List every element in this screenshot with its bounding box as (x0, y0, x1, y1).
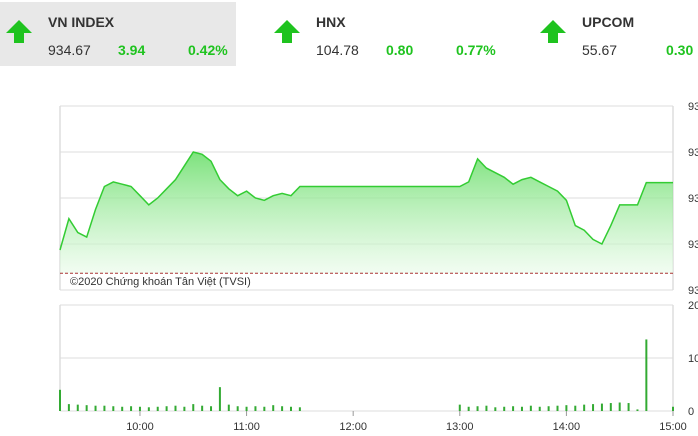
bar (520, 406, 523, 411)
bar (174, 405, 177, 411)
bar (201, 405, 204, 411)
bar (103, 405, 106, 411)
y-tick-label: 20 (688, 300, 698, 312)
bar (272, 405, 275, 411)
bar (112, 406, 115, 411)
bar (236, 406, 239, 411)
y-tick-label: 93 (688, 101, 698, 113)
y-tick-label: 93 (688, 239, 698, 251)
bar (583, 404, 586, 411)
bar (672, 406, 674, 411)
bar (156, 406, 159, 411)
bar (298, 407, 301, 411)
bar (147, 407, 150, 411)
y-tick-label: 93 (688, 147, 698, 159)
bar (609, 403, 612, 411)
x-tick-label: 12:00 (339, 421, 367, 433)
ticker-change: 0.30 (666, 42, 694, 58)
ticker-percent: 0.77% (456, 42, 496, 58)
bar (485, 405, 488, 411)
bar (574, 405, 577, 411)
bar (503, 406, 506, 411)
ticker-price: 934.67 (48, 42, 91, 58)
bar (67, 404, 70, 411)
bar (636, 409, 639, 411)
bar (165, 406, 168, 411)
bar (85, 405, 88, 411)
ticker-change: 0.80 (386, 42, 414, 58)
bar (592, 404, 595, 411)
x-tick-label: 14:00 (553, 421, 581, 433)
bar (458, 404, 461, 411)
y-tick-label: 93 (688, 285, 698, 297)
x-tick-label: 15:00 (659, 421, 687, 433)
line (59, 151, 673, 251)
bar (547, 406, 550, 411)
area (60, 152, 673, 274)
up-arrow (274, 20, 300, 43)
ticker[interactable]: HNX 104.78 0.80 0.77% (268, 2, 504, 66)
bar (263, 406, 266, 411)
y-tick-label: 93 (688, 193, 698, 205)
y-tick-label: 0 (688, 406, 694, 418)
x-tick-label: 13:00 (446, 421, 474, 433)
x-tick-label: 11:00 (233, 421, 260, 433)
bar (529, 405, 532, 411)
bar (121, 406, 124, 411)
bar (281, 406, 284, 411)
bar (467, 406, 470, 411)
ticker-price: 55.67 (582, 42, 618, 58)
up-arrow (540, 20, 566, 43)
ticker[interactable]: VN INDEX 934.67 3.94 0.42% (0, 2, 236, 66)
ticker-price: 104.78 (316, 42, 359, 58)
y-tick-label: 10 (688, 353, 698, 365)
bar (245, 406, 248, 411)
ticker-change: 3.94 (118, 42, 146, 58)
bar (183, 406, 186, 411)
bar (192, 404, 195, 411)
bar (476, 406, 479, 411)
bar (138, 406, 141, 411)
bar (600, 403, 603, 411)
bar (210, 406, 213, 411)
bar (227, 404, 230, 411)
bar (494, 407, 497, 411)
ticker-name: HNX (316, 14, 346, 30)
bar (538, 406, 541, 411)
ticker-name: UPCOM (582, 14, 635, 30)
ticker-name: VN INDEX (48, 14, 115, 30)
bar (565, 405, 568, 411)
ticker-percent: 0.42% (188, 42, 228, 58)
bar (512, 406, 515, 411)
bar (130, 406, 133, 411)
bar (556, 405, 559, 411)
bar (218, 387, 221, 411)
bar (59, 389, 61, 411)
watermark: ©2020 Chứng khoán Tân Việt (TVSI) (70, 276, 251, 288)
bar (254, 406, 257, 411)
up-arrow (6, 20, 32, 43)
bar (76, 404, 79, 411)
bar (94, 405, 97, 411)
bar (618, 402, 621, 411)
bar (627, 403, 630, 411)
bar (645, 339, 648, 411)
bar (289, 406, 292, 411)
x-tick-label: 10:00 (126, 421, 154, 433)
ticker[interactable]: UPCOM 55.67 0.30 (534, 2, 698, 66)
